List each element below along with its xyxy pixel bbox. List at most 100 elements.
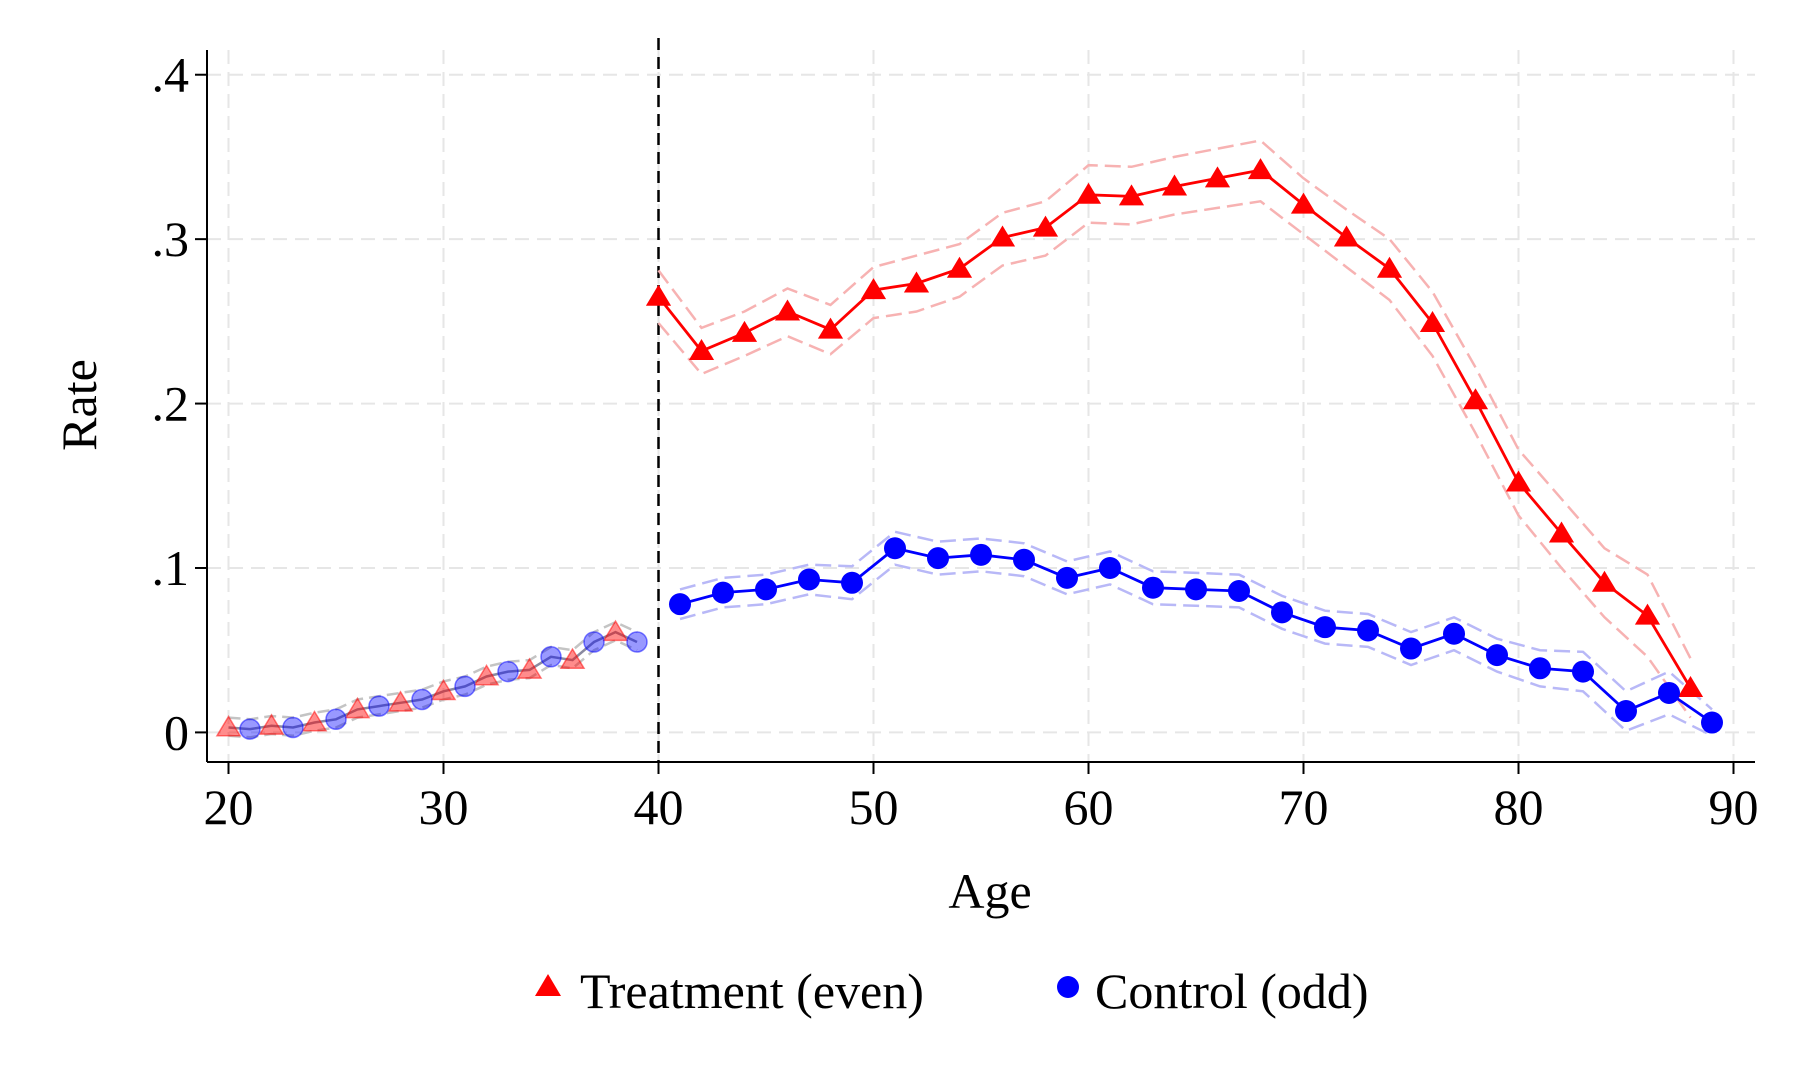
treatment-marker <box>1634 603 1661 625</box>
control-marker <box>1013 548 1035 571</box>
treatment-pre-marker <box>559 647 586 670</box>
control-pre-marker <box>626 631 648 653</box>
legend-treatment-label: Treatment (even) <box>580 963 924 1019</box>
control-marker <box>927 547 949 570</box>
y-tick-label: .1 <box>152 540 190 596</box>
treatment-marker <box>1548 521 1575 543</box>
treatment-marker <box>645 284 672 306</box>
axes: 20 30 40 50 60 70 80 90 0 .1 .2 .3 .4 <box>152 38 1759 835</box>
treatment-ci-lower <box>657 199 1692 719</box>
control-marker <box>1486 644 1508 667</box>
treatment-marker <box>1290 192 1317 214</box>
y-tick-label: 0 <box>164 704 189 760</box>
control-line <box>679 546 1713 724</box>
treatment-marker <box>817 317 844 339</box>
control-marker <box>1443 622 1465 645</box>
treatment-pre-marker <box>473 664 500 686</box>
treatment-marker <box>774 299 801 321</box>
treatment-marker <box>903 271 930 293</box>
control-pre-marker <box>282 716 304 739</box>
treatment-pre-marker <box>258 713 285 735</box>
control-marker <box>1099 556 1121 579</box>
legend-control-marker <box>1057 976 1079 998</box>
legend-treatment-marker <box>535 974 561 996</box>
treatment-marker <box>688 338 715 360</box>
treatment-marker <box>1118 184 1145 206</box>
control-marker <box>712 581 734 604</box>
treatment-marker <box>1161 174 1188 196</box>
control-marker <box>755 578 777 601</box>
control-pre-marker <box>411 688 433 711</box>
control-marker <box>1572 660 1594 683</box>
y-axis-label: Rate <box>51 359 107 451</box>
control-marker <box>1701 711 1723 734</box>
control-marker <box>1400 637 1422 660</box>
control-marker <box>1615 700 1637 723</box>
control-marker <box>669 593 691 616</box>
x-tick-label: 70 <box>1279 779 1329 835</box>
pre-cutoff-line <box>228 630 638 731</box>
control-pre-marker <box>540 646 562 668</box>
control-marker <box>884 537 906 560</box>
treatment-marker <box>1419 311 1446 333</box>
confidence-bands <box>228 139 1713 739</box>
x-tick-label: 30 <box>419 779 469 835</box>
control-ci-lower <box>679 563 1713 737</box>
control-marker <box>1529 657 1551 680</box>
control-pre-marker <box>583 631 605 653</box>
y-tick-label: .2 <box>152 376 190 432</box>
treatment-marker <box>1591 570 1618 592</box>
treatment-marker <box>860 278 887 300</box>
control-ci-upper <box>679 530 1713 711</box>
control-marker <box>970 543 992 566</box>
treatment-marker <box>1505 470 1532 492</box>
control-pre-marker <box>497 660 519 683</box>
axis-labels: Age Rate <box>51 359 1032 919</box>
control-marker <box>1658 681 1680 704</box>
treatment-marker <box>1333 225 1360 247</box>
treatment-line <box>657 168 1692 689</box>
treatment-marker <box>946 256 973 278</box>
x-tick-label: 50 <box>849 779 899 835</box>
treatment-marker <box>1075 182 1102 204</box>
x-tick-label: 60 <box>1064 779 1114 835</box>
series-markers <box>215 158 1723 740</box>
x-tick-label: 40 <box>634 779 684 835</box>
treatment-marker <box>731 320 758 342</box>
control-pre-marker <box>454 675 476 698</box>
control-marker <box>1185 578 1207 601</box>
treatment-marker <box>1247 158 1274 180</box>
treatment-marker <box>1204 166 1231 188</box>
treatment-pre-marker <box>602 619 629 642</box>
treatment-marker <box>1677 676 1704 698</box>
control-pre-marker <box>325 708 347 731</box>
y-tick-label: .4 <box>152 47 190 103</box>
treatment-pre-marker <box>430 678 457 701</box>
control-marker <box>1056 566 1078 589</box>
treatment-ci-upper <box>657 139 1692 659</box>
x-tick-label: 20 <box>204 779 254 835</box>
treatment-pre-marker <box>215 715 242 737</box>
treatment-marker <box>1462 388 1489 410</box>
pre-ci-upper <box>228 620 638 721</box>
legend-control-label: Control (odd) <box>1095 963 1369 1019</box>
series-lines <box>228 168 1713 731</box>
y-tick-label: .3 <box>152 211 190 267</box>
gridlines <box>207 50 1755 762</box>
control-marker <box>1357 619 1379 642</box>
control-pre-marker <box>239 718 261 740</box>
x-tick-label: 80 <box>1494 779 1544 835</box>
x-tick-label: 90 <box>1709 779 1759 835</box>
treatment-marker <box>1032 215 1059 237</box>
treatment-marker <box>1376 256 1403 278</box>
treatment-pre-marker <box>301 710 328 732</box>
control-marker <box>1228 580 1250 603</box>
control-pre-marker <box>368 695 390 717</box>
control-marker <box>1142 576 1164 599</box>
x-axis-label: Age <box>948 863 1031 919</box>
control-marker <box>841 571 863 594</box>
legend: Treatment (even) Control (odd) <box>535 963 1369 1019</box>
control-marker <box>798 568 820 591</box>
